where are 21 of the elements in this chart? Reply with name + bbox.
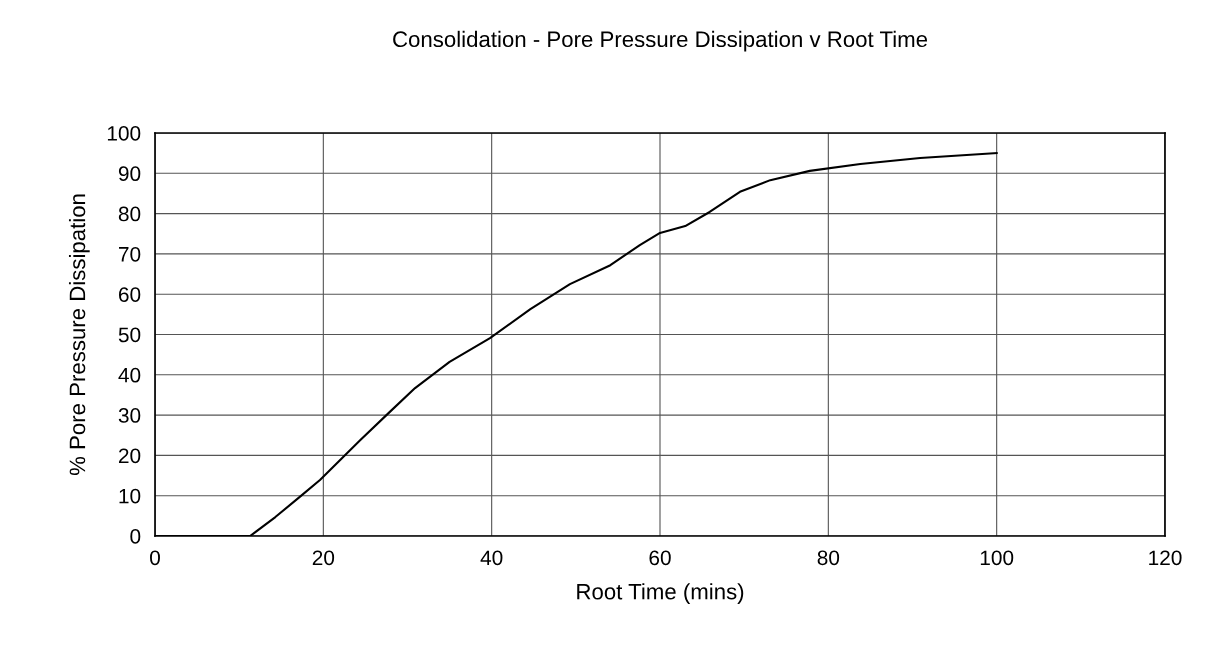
x-tick-label: 20	[312, 550, 335, 566]
y-tick-label: 60	[119, 287, 141, 302]
y-tick-label: 40	[118, 367, 141, 383]
y-tick-label: 0	[130, 529, 141, 544]
x-tick-label: 0	[150, 550, 160, 566]
x-tick-label: 80	[817, 550, 840, 566]
y-tick-label: 30	[118, 408, 141, 423]
x-tick-label: 60	[649, 550, 671, 566]
y-tick-label: 50	[118, 327, 141, 343]
y-tick-label: 70	[119, 246, 141, 262]
y-tick-label: 100	[107, 126, 141, 141]
x-tick-label: 100	[980, 550, 1014, 566]
y-tick-label: 90	[118, 166, 141, 182]
y-tick-label: 80	[118, 206, 141, 222]
y-axis-title: % Pore Pressure Dissipation	[68, 194, 90, 476]
y-tick-label: 20	[118, 448, 141, 464]
x-tick-label: 120	[1149, 550, 1182, 566]
y-tick-label: 10	[119, 488, 141, 504]
x-axis-title: Root Time (mins)	[577, 583, 744, 604]
chart-title: Consolidation - Pore Pressure Dissipation v Root Time	[393, 30, 928, 52]
x-tick-label: 40	[480, 550, 503, 566]
